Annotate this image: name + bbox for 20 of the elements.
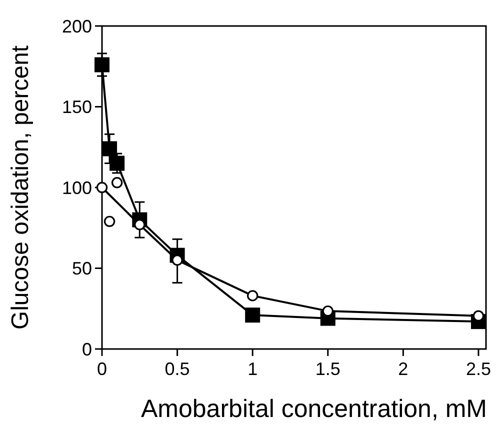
x-tick-label: 2 [398, 359, 408, 379]
y-tick-label: 100 [62, 178, 92, 198]
y-axis-title: Glucose oxidation, percent [7, 45, 34, 330]
x-axis-title: Amobarbital concentration, mM [141, 395, 487, 423]
x-tick-label: 1.5 [315, 359, 340, 379]
y-tick-label: 50 [72, 258, 92, 279]
point [102, 141, 118, 156]
point [110, 156, 125, 171]
y-tick-label: 150 [62, 97, 92, 118]
x-tick-label: 1 [248, 359, 258, 379]
y-tick-label: 200 [62, 16, 92, 36]
x-tick-label: 0 [96, 359, 108, 379]
point [104, 216, 116, 228]
x-tick-label: 0.5 [164, 359, 190, 379]
point [94, 57, 110, 72]
point [245, 308, 260, 323]
x-tick-label: 2.5 [466, 359, 491, 379]
point [111, 177, 123, 188]
y-tick-label: 0 [82, 339, 92, 360]
point [246, 290, 258, 302]
